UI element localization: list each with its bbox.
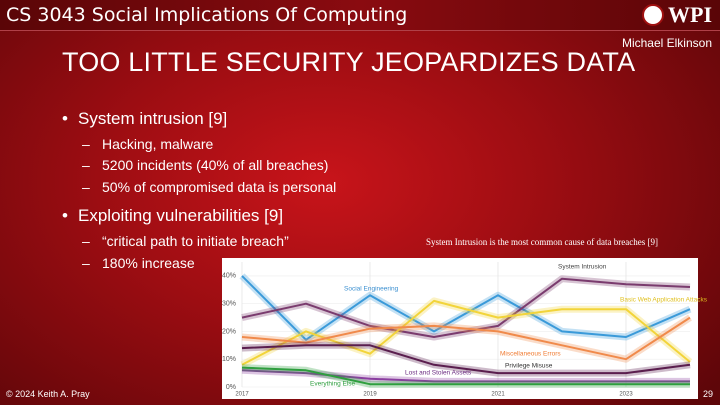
bullet: • System intrusion [9] [62, 109, 228, 128]
bullet-text: System intrusion [9] [78, 109, 228, 128]
series-line [241, 316, 691, 361]
y-tick-label: 20% [222, 328, 236, 335]
series-label: Everything Else [310, 381, 356, 388]
series-label: System Intrusion [558, 264, 607, 271]
sub-bullet-text: 5200 incidents (40% of all breaches) [102, 157, 329, 173]
x-tick-label: 2023 [619, 392, 633, 398]
series-label: Lost and Stolen Assets [405, 370, 472, 377]
bullet: • Exploiting vulnerabilities [9] [62, 206, 284, 225]
logo-text: WPI [668, 2, 712, 27]
header-bar [0, 0, 720, 31]
sub-bullet: – Hacking, malware [82, 136, 214, 152]
series-label: Miscellaneous Errors [500, 351, 561, 358]
y-tick-label: 40% [222, 273, 236, 280]
series-line [241, 366, 690, 386]
sub-bullet: –50% of compromised data is personal [82, 179, 337, 195]
page-number: 29 [702, 389, 713, 399]
y-tick-label: 0% [226, 384, 236, 391]
chart-title: System Intrusion is the most common caus… [426, 237, 658, 247]
sub-bullet-text: “critical path to initiate breach” [102, 233, 289, 249]
series-line [241, 275, 691, 341]
series-line [241, 344, 691, 375]
series-label: Social Engineering [344, 286, 399, 293]
sub-bullet-text: Hacking, malware [102, 136, 214, 152]
sub-bullet: – “critical path to initiate breach” [82, 233, 289, 249]
bullet-text: Exploiting vulnerabilities [9] [78, 206, 284, 225]
sub-bullet-text: 50% of compromised data is personal [102, 179, 337, 195]
series-line [241, 277, 691, 338]
course-title: CS 3043 Social Implications Of Computing [6, 4, 408, 26]
sub-bullet-text: 180% increase [102, 255, 195, 271]
slide-title: TOO LITTLE SECURITY JEOPARDIZES DATA [62, 47, 636, 77]
series-line [241, 299, 691, 366]
y-tick-label: 10% [222, 356, 236, 363]
y-tick-label: 30% [222, 301, 236, 308]
author: Michael Elkinson [621, 36, 712, 50]
seal [642, 4, 664, 26]
x-tick-label: 2017 [235, 392, 249, 398]
sub-bullet: –5200 incidents (40% of all breaches) [82, 157, 329, 173]
series-label: Basic Web Application Attacks [620, 297, 708, 304]
x-tick-label: 2019 [363, 392, 377, 398]
x-tick-label: 2021 [491, 392, 505, 398]
sub-bullet: –180% increase [82, 255, 195, 271]
series-line [241, 369, 690, 383]
logo: WPI [642, 2, 712, 28]
series-label: Privilege Misuse [505, 363, 553, 370]
footer-copyright: © 2024 Keith A. Pray [6, 389, 90, 399]
